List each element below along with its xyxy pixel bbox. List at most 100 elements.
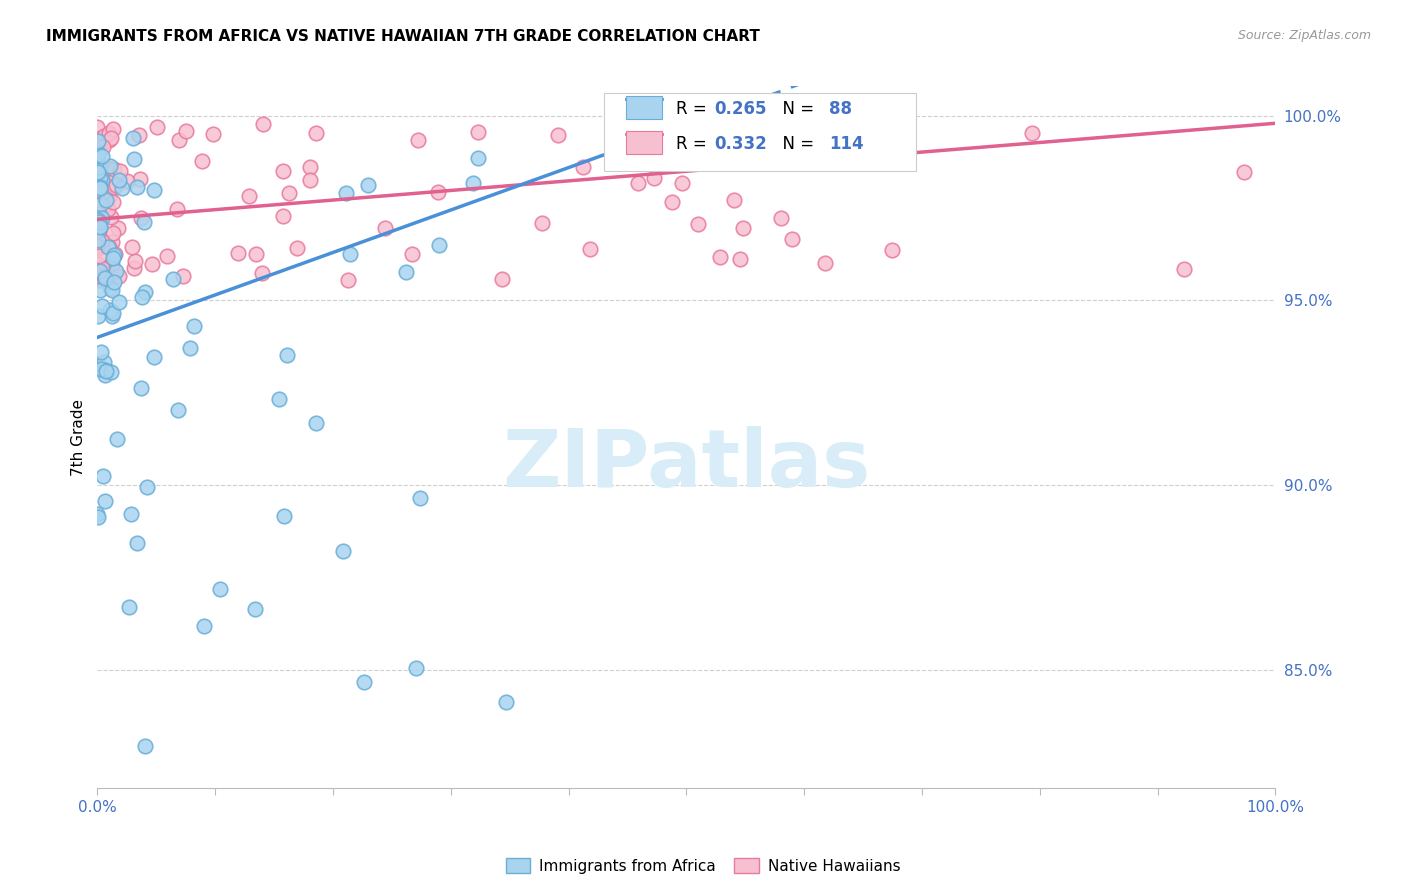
Point	[132, 214, 155, 228]
Point	[93, 273, 115, 287]
Point	[285, 241, 308, 255]
Point	[129, 211, 152, 226]
Point	[332, 543, 354, 558]
Point	[298, 172, 321, 186]
Point	[87, 223, 110, 237]
Point	[86, 120, 108, 134]
Point	[97, 133, 120, 147]
Point	[183, 319, 205, 334]
Point	[91, 140, 114, 154]
Point	[146, 120, 169, 134]
Point	[671, 176, 693, 190]
Point	[107, 173, 129, 187]
Point	[90, 299, 112, 313]
Point	[409, 491, 432, 505]
Point	[208, 582, 231, 596]
Point	[245, 602, 267, 616]
Point	[627, 176, 650, 190]
Point	[103, 248, 125, 262]
Point	[90, 149, 112, 163]
Point	[89, 249, 111, 263]
Point	[87, 215, 110, 229]
Point	[87, 273, 110, 287]
Point	[661, 194, 683, 209]
Point	[1021, 127, 1043, 141]
Point	[103, 269, 125, 284]
Point	[87, 134, 110, 148]
Point	[134, 739, 156, 753]
Point	[97, 190, 120, 204]
Point	[770, 211, 793, 225]
Point	[89, 170, 111, 185]
Point	[191, 153, 214, 168]
Text: IMMIGRANTS FROM AFRICA VS NATIVE HAWAIIAN 7TH GRADE CORRELATION CHART: IMMIGRANTS FROM AFRICA VS NATIVE HAWAIIA…	[46, 29, 761, 44]
Point	[105, 264, 128, 278]
Point	[228, 246, 250, 260]
Point	[111, 181, 134, 195]
Point	[427, 237, 450, 252]
Point	[87, 158, 110, 172]
Point	[89, 219, 111, 234]
Point	[107, 221, 129, 235]
Point	[91, 167, 114, 181]
Point	[401, 247, 423, 261]
Point	[87, 148, 110, 162]
Point	[728, 252, 751, 266]
Point	[276, 348, 298, 362]
Point	[143, 350, 166, 364]
Point	[103, 121, 125, 136]
Point	[86, 153, 108, 168]
Point	[97, 240, 120, 254]
Point	[131, 290, 153, 304]
Point	[98, 303, 121, 318]
Point	[94, 193, 117, 207]
Point	[357, 178, 380, 193]
Point	[709, 250, 731, 264]
Point	[86, 145, 108, 160]
Point	[91, 469, 114, 483]
Point	[128, 128, 150, 142]
Point	[94, 270, 117, 285]
Point	[1233, 165, 1256, 179]
Point	[87, 214, 110, 228]
Point	[101, 235, 124, 249]
Point	[304, 126, 326, 140]
Point	[120, 507, 142, 521]
Point	[125, 180, 148, 194]
Point	[643, 171, 665, 186]
Text: 88: 88	[830, 100, 852, 118]
Point	[87, 198, 110, 212]
FancyBboxPatch shape	[605, 94, 917, 170]
Point	[305, 416, 328, 430]
Point	[87, 239, 110, 253]
Point	[93, 268, 115, 283]
Point	[86, 212, 108, 227]
Point	[86, 269, 108, 284]
FancyBboxPatch shape	[626, 131, 662, 153]
Point	[91, 260, 114, 275]
Point	[89, 283, 111, 297]
Point	[91, 211, 114, 226]
Point	[86, 149, 108, 163]
Point	[93, 355, 115, 369]
Point	[86, 241, 108, 255]
Point	[87, 191, 110, 205]
Point	[124, 253, 146, 268]
Point	[633, 117, 655, 131]
Point	[103, 306, 125, 320]
Point	[90, 173, 112, 187]
Point	[134, 285, 156, 299]
Point	[100, 210, 122, 224]
Point	[93, 188, 115, 202]
Point	[179, 341, 201, 355]
Point	[86, 164, 108, 178]
Point	[406, 133, 429, 147]
Point	[141, 257, 163, 271]
Point	[89, 180, 111, 194]
Point	[87, 510, 110, 524]
Point	[167, 403, 190, 417]
Text: N =: N =	[772, 135, 820, 153]
Point	[101, 258, 124, 272]
Point	[100, 131, 122, 145]
Point	[96, 364, 118, 378]
